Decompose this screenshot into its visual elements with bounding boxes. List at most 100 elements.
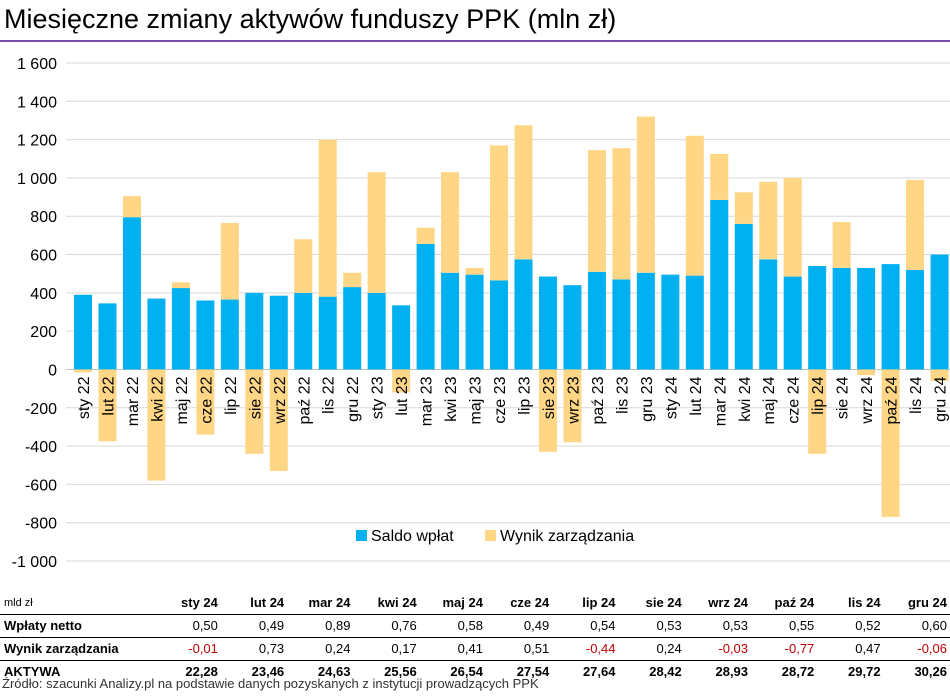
table-column-header: wrz 24: [708, 595, 749, 610]
legend-swatch-wynik: [485, 530, 496, 541]
bar-saldo-wplat: [857, 267, 876, 370]
bar-wynik-zarzadzania: [465, 267, 484, 275]
table-cell: 0,54: [590, 618, 616, 633]
table-cell: 28,42: [649, 664, 682, 679]
bar-wynik-zarzadzania: [245, 369, 264, 454]
x-tick-label: lis 22: [321, 376, 338, 413]
bar-wynik-zarzadzania: [587, 150, 606, 272]
bar-saldo-wplat: [661, 274, 680, 370]
bar-wynik-zarzadzania: [759, 181, 778, 260]
table-cell: -0,06: [917, 641, 947, 656]
bar-wynik-zarzadzania: [808, 369, 827, 454]
bar-saldo-wplat: [245, 292, 264, 370]
bar-saldo-wplat: [612, 279, 631, 370]
x-tick-label: cze 23: [492, 376, 509, 423]
bar-saldo-wplat: [441, 272, 460, 370]
bar-wynik-zarzadzania: [538, 369, 557, 452]
x-tick-label: sty 24: [663, 376, 680, 419]
source-note: Źródło: szacunki Analizy.pl na podstawie…: [2, 676, 539, 691]
table-cell: 0,53: [656, 618, 682, 633]
table-column-header: mar 24: [308, 595, 351, 610]
bar-saldo-wplat: [343, 287, 362, 370]
x-tick-label: mar 23: [419, 376, 436, 426]
bar-saldo-wplat: [685, 275, 704, 370]
bar-wynik-zarzadzania: [734, 192, 753, 224]
table-column-header: lip 24: [582, 595, 616, 610]
bar-wynik-zarzadzania: [881, 369, 900, 517]
table-cell: 0,73: [258, 641, 285, 656]
table-cell: 0,41: [457, 641, 483, 656]
bar-saldo-wplat: [318, 296, 337, 370]
table-column-header: cze 24: [510, 595, 550, 610]
x-tick-label: lut 22: [100, 376, 117, 415]
bar-wynik-zarzadzania: [710, 153, 729, 200]
bar-saldo-wplat: [269, 295, 288, 370]
bar-saldo-wplat: [636, 272, 655, 370]
table-row-label: AKTYWA: [4, 664, 61, 679]
table-cell: -0,01: [188, 641, 218, 656]
bar-wynik-zarzadzania: [74, 369, 92, 373]
bar-saldo-wplat: [416, 244, 435, 370]
table-cell: 0,47: [855, 641, 881, 656]
table-unit-label: mld zł: [4, 597, 33, 609]
bar-saldo-wplat: [490, 280, 509, 370]
x-tick-label: lis 23: [614, 376, 631, 413]
bar-wynik-zarzadzania: [490, 145, 509, 281]
bar-saldo-wplat: [514, 259, 533, 370]
table-cell: 0,58: [457, 618, 483, 633]
table-cell: 28,93: [715, 664, 749, 679]
y-tick-label: 0: [48, 362, 57, 379]
bar-saldo-wplat: [392, 305, 411, 370]
bar-saldo-wplat: [881, 264, 900, 370]
x-tick-label: lip 23: [517, 376, 534, 414]
table-cell: 27,54: [516, 664, 550, 679]
bar-saldo-wplat: [759, 259, 778, 370]
y-tick-label: 1 200: [17, 133, 57, 150]
table-column-header: maj 24: [442, 595, 483, 610]
page-title: Miesięczne zmiany aktywów funduszy PPK (…: [4, 4, 617, 34]
x-tick-label: lip 22: [223, 376, 240, 414]
bar-wynik-zarzadzania: [906, 179, 925, 270]
bar-wynik-zarzadzania: [147, 369, 166, 481]
x-tick-label: sty 22: [76, 376, 93, 419]
table-cell: 27,64: [582, 664, 616, 679]
y-tick-label: -600: [25, 477, 57, 494]
table-column-header: sty 24: [181, 595, 218, 610]
bar-saldo-wplat: [832, 267, 851, 370]
table-row: Wpłaty netto 0,50 0,49 0,89 0,76 0,58 0,49 0,54…: [0, 614, 950, 638]
table-row: AKTYWA 22,28 23,46 24,63 25,56 26,54 27,54 27,6…: [0, 660, 950, 684]
bar-wynik-zarzadzania: [783, 177, 802, 277]
bar-saldo-wplat: [294, 292, 313, 370]
legend: Saldo wpłat Wynik zarządzania: [356, 528, 634, 545]
bar-saldo-wplat: [587, 271, 606, 370]
summary-table: mld zł sty 24 lut 24 mar 24 kwi 24 maj 24 cze…: [0, 592, 950, 683]
x-tick-label: mar 24: [712, 376, 729, 426]
table-cell: 0,60: [921, 618, 947, 633]
bar-saldo-wplat: [122, 217, 141, 370]
x-tick-label: gru 22: [345, 376, 362, 421]
table-column-header: sie 24: [645, 595, 682, 610]
bar-wynik-zarzadzania: [196, 369, 215, 435]
x-tick-label: kwi 24: [737, 376, 754, 421]
bar-saldo-wplat: [563, 285, 582, 370]
bar-saldo-wplat: [220, 299, 239, 370]
bar-wynik-zarzadzania: [636, 116, 655, 273]
table-cell: 0,89: [325, 618, 351, 633]
y-tick-label: -800: [25, 516, 57, 533]
bar-saldo-wplat: [367, 292, 386, 370]
bar-wynik-zarzadzania: [563, 369, 582, 443]
bar-wynik-zarzadzania: [930, 369, 949, 381]
table-cell: 0,49: [523, 618, 550, 633]
table-row-label: Wpłaty netto: [4, 618, 82, 633]
bar-saldo-wplat: [710, 199, 729, 370]
y-tick-label: 1 400: [17, 94, 57, 111]
y-tick-label: 800: [30, 209, 57, 226]
bar-saldo-wplat: [196, 300, 215, 370]
table-cell: -0,77: [784, 641, 815, 656]
bar-wynik-zarzadzania: [416, 227, 435, 245]
bar-wynik-zarzadzania: [392, 369, 411, 393]
bar-saldo-wplat: [538, 276, 557, 370]
x-tick-label: paź 23: [590, 376, 607, 424]
table-column-header: paź 24: [774, 595, 815, 610]
x-tick-label: lut 23: [394, 376, 411, 415]
